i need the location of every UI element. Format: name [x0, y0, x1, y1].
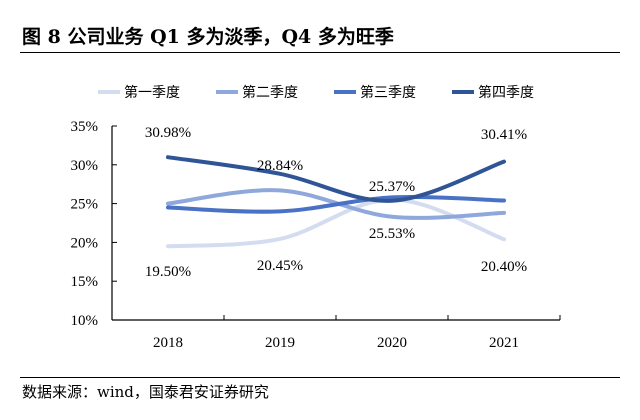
- title-rule: [20, 52, 620, 53]
- source-note: 数据来源：wind，国泰君安证券研究: [22, 383, 269, 401]
- x-tick-label: 2021: [489, 335, 519, 351]
- data-label: 30.41%: [481, 127, 527, 143]
- data-label: 20.45%: [257, 258, 303, 274]
- data-label: 19.50%: [145, 264, 191, 280]
- y-tick-label: 10%: [71, 313, 99, 329]
- legend-label: 第二季度: [242, 84, 298, 101]
- legend-label: 第四季度: [478, 84, 534, 101]
- series-line-4: [166, 155, 506, 203]
- data-label: 28.84%: [257, 158, 303, 174]
- legend-label: 第三季度: [360, 84, 416, 101]
- figure-title: 图 8 公司业务 Q1 多为淡季，Q4 多为旺季: [22, 26, 394, 48]
- y-tick-label: 15%: [71, 274, 99, 290]
- y-tick-label: 25%: [71, 197, 99, 213]
- data-label: 30.98%: [145, 125, 191, 141]
- y-tick-label: 20%: [71, 235, 99, 251]
- series-line-3: [166, 194, 506, 214]
- data-label: 20.40%: [481, 259, 527, 275]
- series-line-1: [166, 197, 506, 249]
- x-tick-label: 2019: [265, 335, 295, 351]
- x-tick-label: 2018: [153, 335, 183, 351]
- source-rule: [20, 377, 620, 378]
- y-tick-label: 35%: [71, 119, 99, 135]
- x-tick-label: 2020: [377, 335, 407, 351]
- legend-label: 第一季度: [124, 84, 180, 101]
- data-label: 25.53%: [369, 226, 415, 242]
- data-label: 25.37%: [369, 179, 415, 195]
- y-tick-label: 30%: [71, 158, 99, 174]
